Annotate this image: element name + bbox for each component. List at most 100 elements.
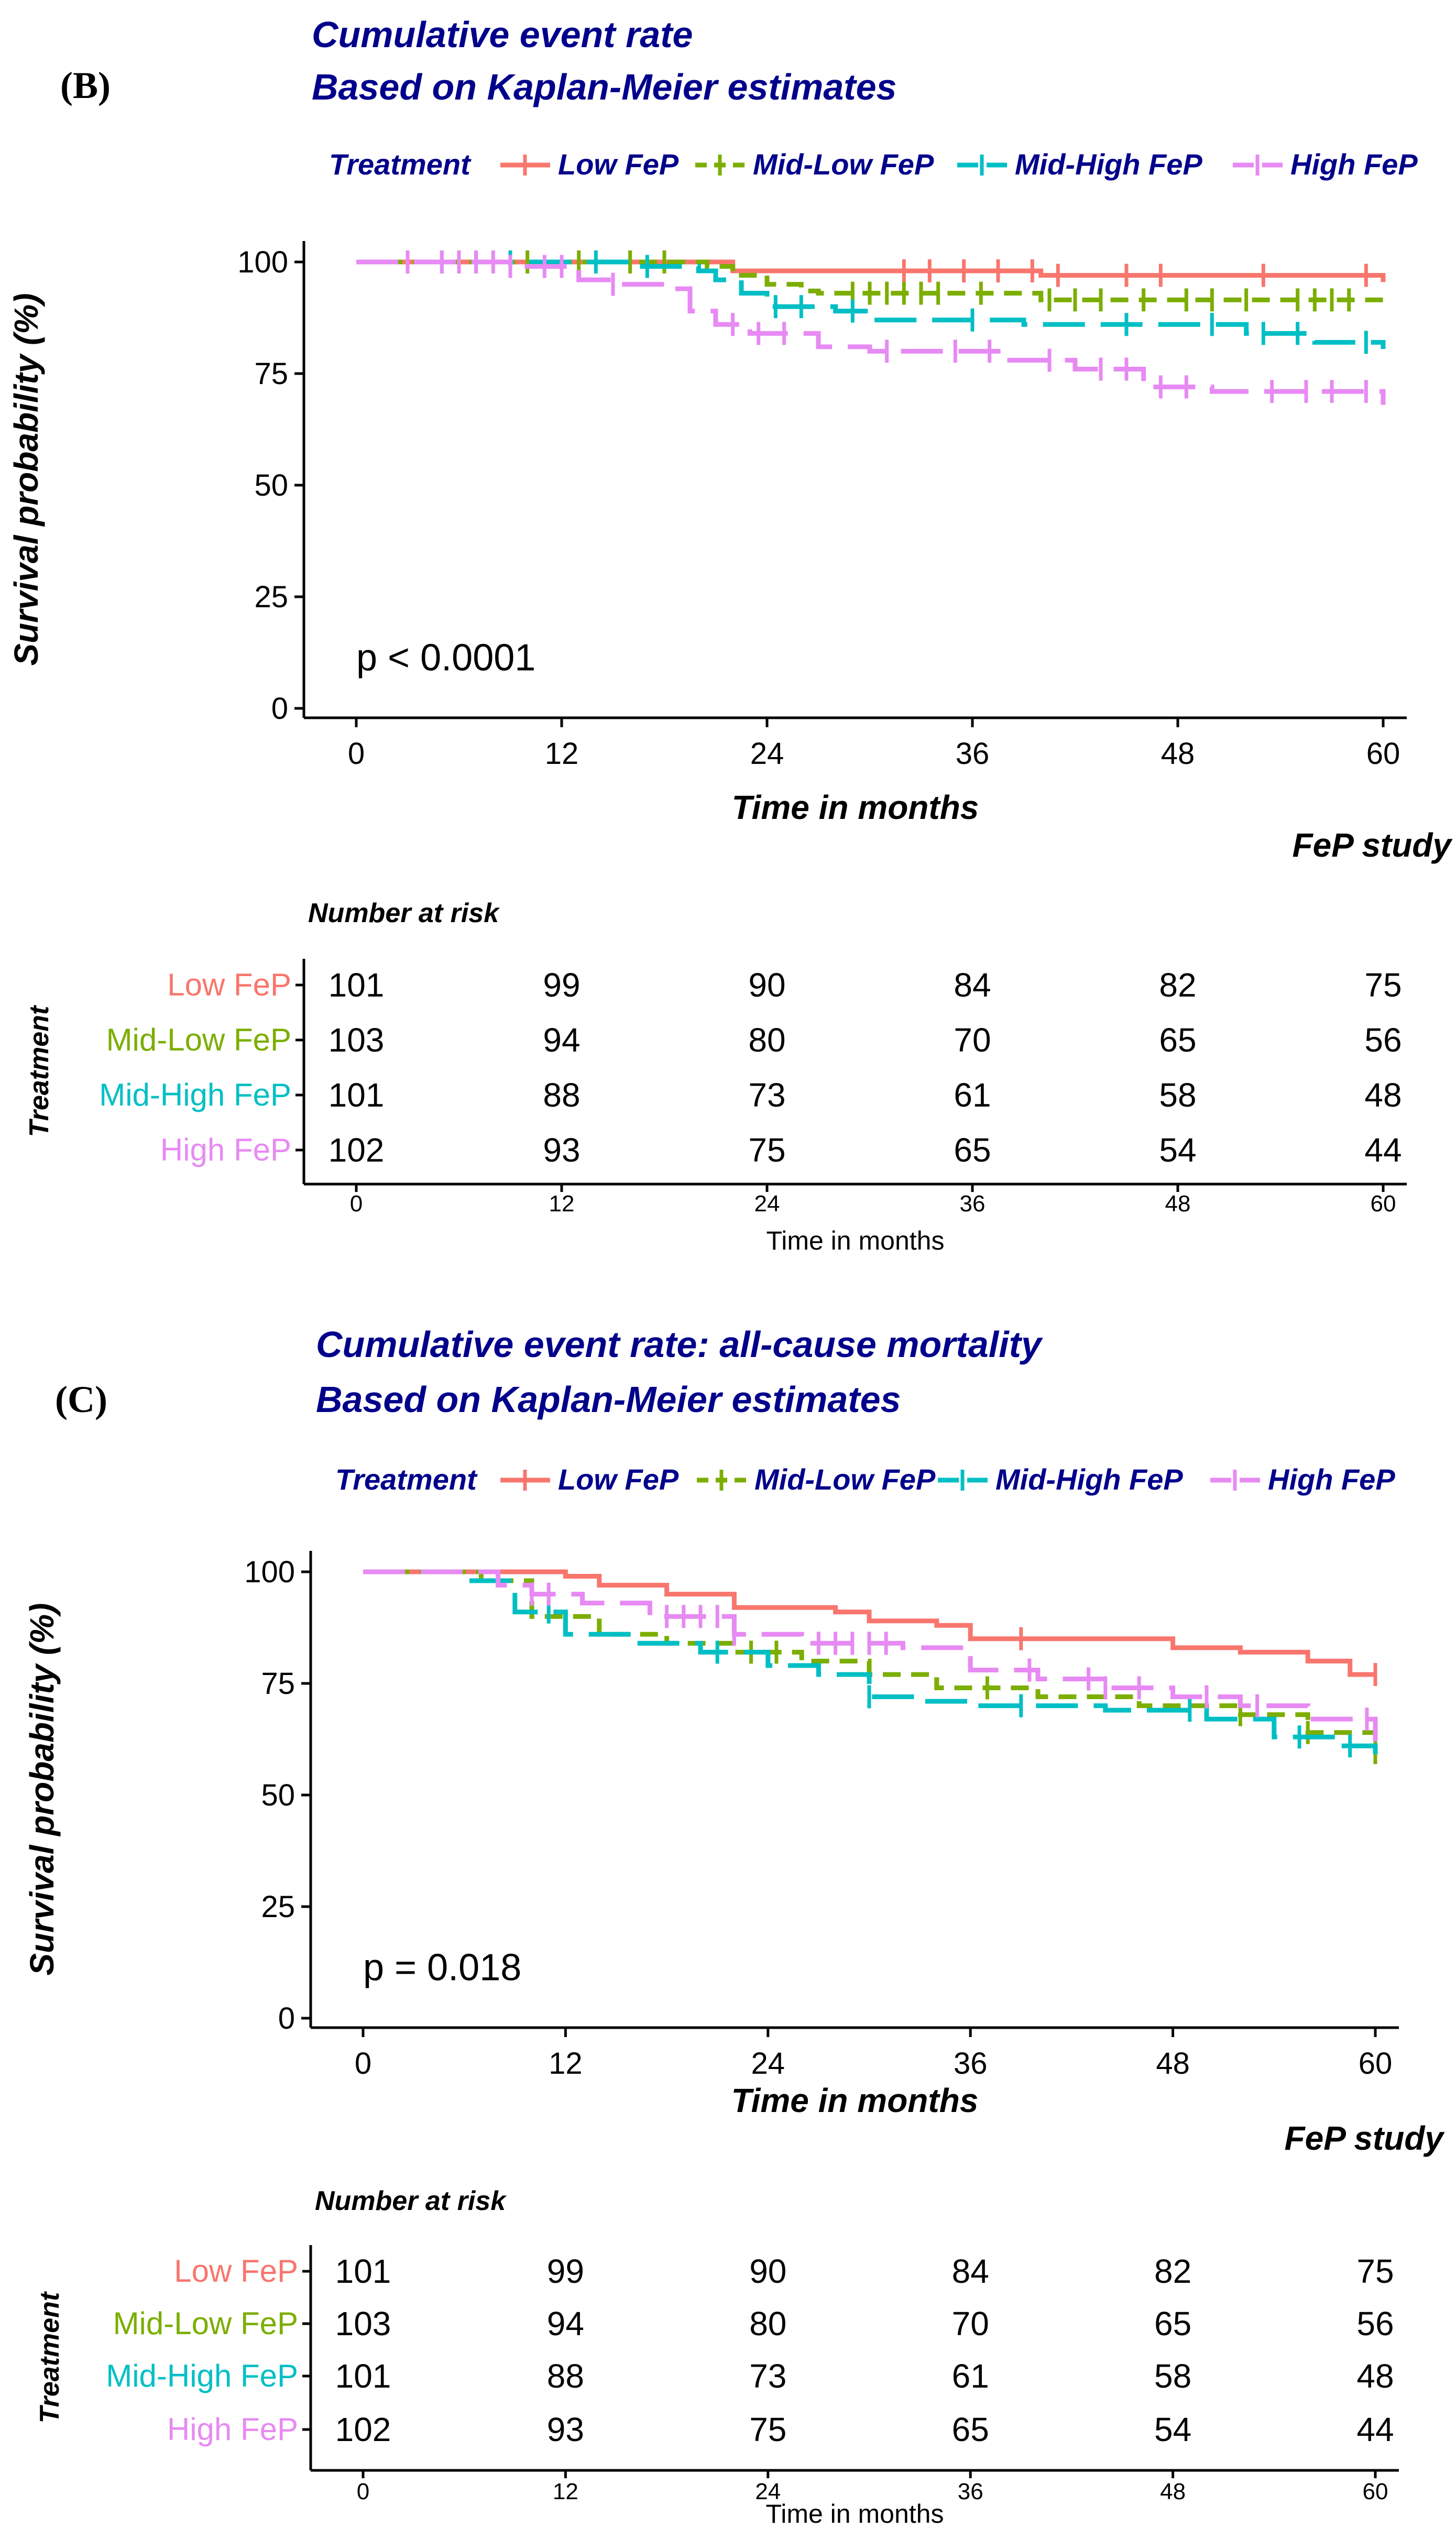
risk-value: 65 <box>952 2411 989 2448</box>
risk-value: 90 <box>749 2252 786 2290</box>
risk-row-label: Mid-Low FeP <box>106 1022 291 1057</box>
risk-value: 80 <box>748 1021 785 1059</box>
legend-title: Treatment <box>329 148 472 181</box>
risk-value: 44 <box>1356 2411 1394 2448</box>
risk-value: 94 <box>543 1021 580 1059</box>
risk-table-x-label: Time in months <box>767 1226 945 1255</box>
risk-value: 56 <box>1364 1021 1402 1059</box>
y-tick-label: 25 <box>261 1890 295 1924</box>
risk-value: 80 <box>749 2305 786 2343</box>
x-tick-label: 36 <box>956 737 990 771</box>
risk-value: 48 <box>1364 1076 1402 1114</box>
caption: FeP study <box>1293 826 1453 864</box>
x-axis-label: Time in months <box>732 789 979 826</box>
risk-value: 75 <box>748 1131 785 1169</box>
y-axis-label: Survival probability (%) <box>7 293 45 665</box>
x-axis-label: Time in months <box>731 2082 979 2119</box>
chart-subtitle: Based on Kaplan-Meier estimates <box>312 67 896 107</box>
x-tick-label: 24 <box>751 2047 785 2081</box>
risk-table-x-tick-label: 0 <box>357 2479 369 2504</box>
risk-table-x-tick-label: 48 <box>1165 1191 1191 1217</box>
risk-value: 61 <box>952 2357 989 2395</box>
risk-value: 70 <box>952 2305 989 2343</box>
y-tick-label: 0 <box>271 692 288 726</box>
risk-table-x-tick-label: 12 <box>553 2479 578 2504</box>
risk-table-x-tick-label: 60 <box>1363 2479 1388 2504</box>
risk-value: 101 <box>329 1076 385 1114</box>
risk-value: 102 <box>329 1131 385 1169</box>
y-axis-label: Survival probability (%) <box>23 1603 61 1975</box>
legend-label: High FeP <box>1268 1463 1395 1496</box>
legend-label: Low FeP <box>558 1463 679 1496</box>
x-tick-label: 36 <box>954 2047 988 2081</box>
chart-title: Cumulative event rate: all-cause mortali… <box>316 1324 1043 1365</box>
risk-value: 88 <box>547 2357 584 2395</box>
risk-value: 94 <box>547 2305 584 2343</box>
chart-subtitle: Based on Kaplan-Meier estimates <box>316 1379 901 1420</box>
risk-value: 56 <box>1356 2305 1394 2343</box>
series-line-3 <box>363 1569 1378 1742</box>
risk-table-x-tick-label: 24 <box>755 2479 781 2504</box>
caption: FeP study <box>1285 2119 1446 2157</box>
panel-label: (B) <box>60 64 111 106</box>
risk-value: 65 <box>954 1131 991 1169</box>
risk-value: 90 <box>748 966 785 1004</box>
risk-table-title: Number at risk <box>308 898 500 928</box>
risk-table-x-tick-label: 48 <box>1160 2479 1186 2504</box>
panel-label: (C) <box>55 1378 107 1420</box>
x-tick-label: 48 <box>1161 737 1195 771</box>
y-tick-label: 75 <box>261 1667 295 1701</box>
risk-value: 75 <box>749 2411 786 2448</box>
y-tick-label: 25 <box>254 580 288 614</box>
legend-key-3 <box>1233 155 1283 176</box>
risk-value: 65 <box>1154 2305 1191 2343</box>
legend-key-3 <box>1210 1470 1260 1491</box>
risk-table-x-tick-label: 36 <box>958 2479 983 2504</box>
y-tick-label: 75 <box>254 357 288 391</box>
series-line-2 <box>363 1569 1378 1759</box>
p-value: p < 0.0001 <box>356 637 535 679</box>
risk-table-x-tick-label: 24 <box>754 1191 780 1217</box>
risk-row-label: High FeP <box>167 2412 298 2447</box>
y-tick-label: 50 <box>254 468 288 502</box>
x-tick-label: 12 <box>549 2047 583 2081</box>
risk-row-label: Mid-High FeP <box>99 1077 291 1112</box>
risk-value: 58 <box>1159 1076 1196 1114</box>
risk-table-y-label: Treatment <box>24 1004 54 1137</box>
legend-key-1 <box>697 1470 747 1491</box>
risk-value: 103 <box>335 2305 391 2343</box>
x-tick-label: 60 <box>1359 2047 1393 2081</box>
x-tick-label: 24 <box>750 737 784 771</box>
legend-label: Mid-High FeP <box>995 1463 1183 1496</box>
legend-key-2 <box>957 155 1007 176</box>
legend-label: Low FeP <box>558 148 679 181</box>
legend-label: Mid-Low FeP <box>753 148 934 181</box>
x-tick-label: 48 <box>1156 2047 1190 2081</box>
series-line-1 <box>363 1569 1378 1753</box>
y-tick-label: 100 <box>244 1555 295 1589</box>
x-tick-label: 0 <box>348 737 365 771</box>
risk-value: 61 <box>954 1076 991 1114</box>
risk-value: 48 <box>1356 2357 1394 2395</box>
risk-table-title: Number at risk <box>315 2186 507 2216</box>
risk-value: 54 <box>1159 1131 1196 1169</box>
risk-value: 82 <box>1154 2252 1191 2290</box>
chart-title: Cumulative event rate <box>312 14 693 55</box>
risk-table-x-tick-label: 36 <box>960 1191 986 1217</box>
risk-row-label: Mid-High FeP <box>106 2358 298 2393</box>
series-line-2 <box>356 259 1386 349</box>
risk-row-label: Mid-Low FeP <box>113 2306 298 2341</box>
legend-key-1 <box>695 155 745 176</box>
legend-key-2 <box>938 1470 988 1491</box>
risk-value: 70 <box>954 1021 991 1059</box>
risk-value: 84 <box>954 966 991 1004</box>
risk-value: 93 <box>543 1131 580 1169</box>
risk-table-x-tick-label: 0 <box>350 1191 363 1217</box>
legend-label: Mid-High FeP <box>1015 148 1202 181</box>
risk-value: 101 <box>329 966 385 1004</box>
risk-value: 73 <box>748 1076 785 1114</box>
risk-row-label: Low FeP <box>174 2253 298 2289</box>
p-value: p = 0.018 <box>363 1947 521 1989</box>
x-tick-label: 60 <box>1366 737 1400 771</box>
